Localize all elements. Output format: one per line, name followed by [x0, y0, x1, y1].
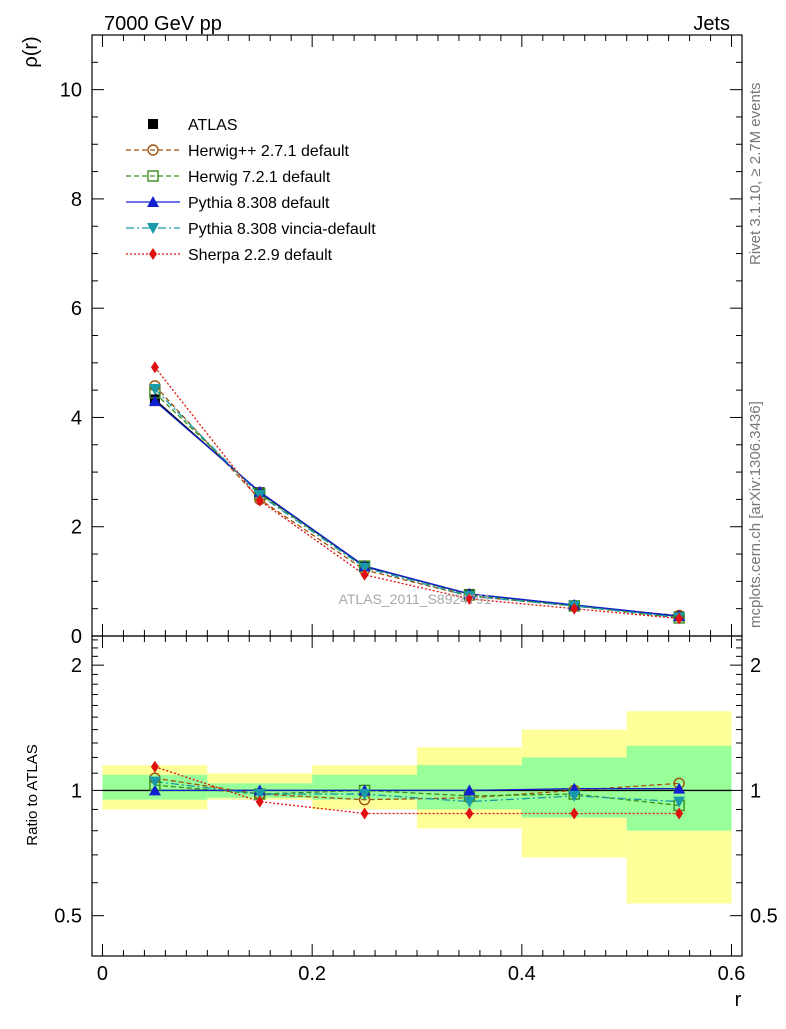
- x-tick-label: 0.2: [298, 963, 326, 985]
- ratio-series-line: [154, 766, 680, 815]
- main-data-point: [360, 568, 369, 581]
- ratio-y-tick-label-right: 2: [750, 655, 761, 677]
- ratio-y-tick-label-right: 0.5: [750, 906, 778, 928]
- main-series-line: [154, 392, 680, 619]
- legend-label: Pythia 8.308 default: [188, 195, 330, 212]
- main-y-tick-label: 0: [71, 626, 82, 648]
- ratio-data-point: [463, 784, 476, 796]
- legend-marker: [148, 119, 158, 129]
- analysis-watermark: ATLAS_2011_S8924791: [339, 591, 492, 607]
- legend-marker: [147, 223, 159, 234]
- ratio-data-point: [673, 782, 686, 794]
- header-left-label: 7000 GeV pp: [104, 13, 222, 35]
- ratio-plot: 0.5 0.5 1 1 2 2 0 0.2 0.4 0.6: [54, 635, 778, 985]
- x-tick-label: 0.6: [718, 963, 746, 985]
- ratio-y-tick-label-left: 2: [71, 655, 82, 677]
- legend-label: ATLAS: [188, 117, 238, 134]
- ratio-data-point: [568, 782, 581, 794]
- main-data-point: [148, 384, 161, 396]
- mcplots-label: mcplots.cern.ch [arXiv:1306.3436]: [747, 401, 764, 628]
- ratio-data-point: [463, 796, 476, 808]
- ratio-data-point: [150, 760, 159, 773]
- legend-label: Herwig++ 2.7.1 default: [188, 143, 350, 160]
- ratio-y-tick-label-right: 1: [750, 780, 761, 802]
- main-data-point: [358, 562, 371, 574]
- ratio-series-line: [154, 787, 680, 792]
- ratio-y-axis-label: Ratio to ATLAS: [24, 744, 41, 845]
- ratio-data-point: [570, 807, 579, 820]
- main-y-tick-label: 10: [60, 80, 82, 102]
- main-series-line: [154, 366, 680, 620]
- legend-marker: [149, 248, 157, 260]
- ratio-data-point: [360, 807, 369, 820]
- main-series-line: [154, 400, 680, 617]
- legend-label: Pythia 8.308 vincia-default: [188, 221, 376, 238]
- legend-marker: [147, 170, 159, 182]
- legend-label: Herwig 7.2.1 default: [188, 169, 331, 186]
- legend: ATLAS Herwig++ 2.7.1 default Herwig 7.2.1 …: [126, 117, 376, 264]
- legend-marker: [147, 196, 159, 207]
- ratio-y-tick-label-left: 0.5: [54, 906, 82, 928]
- main-data-point: [570, 602, 579, 615]
- main-plot: 0 2 4 6 8 10: [60, 34, 743, 648]
- ratio-data-point: [675, 807, 684, 820]
- main-data-point: [465, 592, 474, 605]
- ratio-data-point: [148, 776, 161, 788]
- ratio-data-point: [148, 784, 161, 796]
- main-series-line: [154, 398, 680, 617]
- main-data-point: [675, 612, 684, 625]
- ratio-series-line: [154, 780, 680, 803]
- ratio-y-tick-label-left: 1: [71, 780, 82, 802]
- ratio-data-point: [465, 807, 474, 820]
- x-axis-label: r: [735, 989, 742, 1011]
- main-y-tick-label: 8: [71, 189, 82, 211]
- ratio-data-point: [253, 789, 266, 801]
- main-y-tick-label: 2: [71, 517, 82, 539]
- main-data-point: [255, 494, 264, 507]
- rivet-version-label: Rivet 3.1.10, ≥ 2.7M events: [747, 83, 764, 266]
- x-tick-label: 0.4: [508, 963, 536, 985]
- main-series-line: [154, 385, 680, 617]
- main-y-tick-label: 4: [71, 407, 82, 429]
- main-y-axis-label: ρ(r): [20, 36, 42, 67]
- ratio-data-point: [255, 795, 264, 808]
- main-series-line: [154, 388, 680, 619]
- main-data-point: [150, 361, 159, 374]
- ratio-data-point: [673, 796, 686, 808]
- main-data-point: [148, 395, 161, 407]
- legend-marker: [147, 144, 159, 156]
- x-tick-label: 0: [97, 963, 108, 985]
- ratio-data-point: [358, 789, 371, 801]
- main-y-tick-label: 6: [71, 298, 82, 320]
- header-right-label: Jets: [693, 13, 730, 35]
- ratio-data-point: [568, 790, 581, 802]
- legend-label: Sherpa 2.2.9 default: [188, 247, 333, 264]
